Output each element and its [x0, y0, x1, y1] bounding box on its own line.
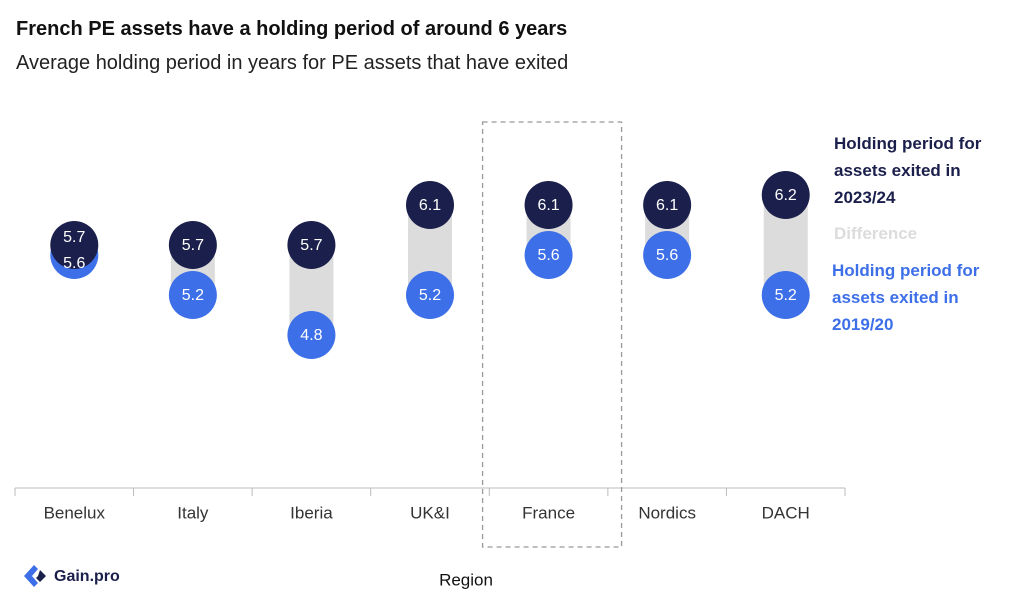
dot-2023-24 — [50, 221, 99, 269]
value-label: 5.6 — [63, 255, 85, 272]
chart-subtitle: Average holding period in years for PE a… — [16, 52, 569, 74]
highlight-box — [481, 121, 623, 548]
value-label: 5.7 — [63, 229, 85, 246]
dot-2023-24 — [524, 181, 573, 229]
dot-2023-24 — [761, 171, 810, 219]
x-tick-label: Iberia — [290, 503, 333, 522]
chart-title: French PE assets have a holding period o… — [16, 18, 568, 40]
dot-2023-24 — [287, 221, 336, 269]
value-label: 6.1 — [656, 197, 678, 214]
value-label: 4.8 — [300, 327, 322, 344]
legend-entry: Holding period for assets exited in 2019… — [832, 261, 980, 334]
x-tick-label: Nordics — [638, 503, 696, 522]
x-tick-label: UK&I — [410, 503, 450, 522]
legend-entry: Difference — [834, 224, 918, 243]
dot-2023-24 — [168, 221, 217, 269]
value-label: 6.1 — [419, 197, 441, 214]
x-tick-label: Italy — [177, 503, 209, 522]
x-tick-label: France — [522, 503, 575, 522]
logo-text: Gain.pro — [54, 568, 120, 585]
value-label: 5.2 — [182, 287, 204, 304]
value-label: 5.2 — [775, 287, 797, 304]
dot-2023-24 — [406, 181, 454, 229]
dot-2019-20 — [406, 271, 454, 319]
dot-2019-20 — [643, 231, 692, 279]
value-label: 5.7 — [182, 237, 204, 254]
legend-entry: Holding period for assets exited in 2023… — [834, 134, 982, 207]
value-label: 5.6 — [537, 247, 559, 264]
value-label: 6.1 — [537, 197, 559, 214]
value-label: 5.2 — [419, 287, 441, 304]
dot-2019-20 — [524, 231, 573, 279]
x-tick-label: Benelux — [44, 503, 106, 522]
logo-icon — [24, 565, 46, 587]
value-label: 6.2 — [775, 187, 797, 204]
dot-2019-20 — [287, 311, 336, 359]
dot-2019-20 — [168, 271, 217, 319]
x-tick-label: DACH — [762, 503, 810, 522]
value-label: 5.7 — [300, 237, 322, 254]
x-axis-label: Region — [439, 570, 493, 589]
value-label: 5.6 — [656, 247, 678, 264]
dot-2023-24 — [643, 181, 692, 229]
dot-2019-20 — [761, 271, 810, 319]
